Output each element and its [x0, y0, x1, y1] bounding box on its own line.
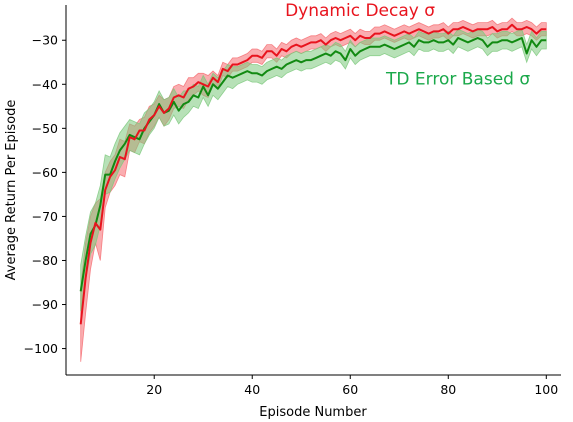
x-tick-label: 40 [244, 382, 260, 397]
annotation-1: TD Error Based σ [385, 69, 530, 89]
y-tick-label: −40 [32, 77, 58, 92]
y-tick-label: −90 [32, 297, 58, 312]
y-tick-label: −70 [32, 209, 58, 224]
x-tick-label: 20 [146, 382, 162, 397]
confidence-bands [80, 17, 547, 362]
x-tick-label: 80 [440, 382, 456, 397]
series-1-band [80, 28, 547, 312]
series-lines [79, 23, 547, 325]
x-axis-label: Episode Number [259, 405, 367, 420]
annotation-0: Dynamic Decay σ [285, 1, 435, 21]
y-tick-label: −80 [32, 253, 58, 268]
y-axis-label: Average Return Per Episode [4, 100, 19, 281]
x-tick-label: 60 [342, 382, 358, 397]
x-ticks: 20 40 60 80 100 [146, 375, 558, 397]
y-tick-label: −50 [32, 121, 58, 136]
y-tick-label: −30 [32, 33, 58, 48]
series-0-line [79, 23, 547, 325]
series-annotations: Dynamic Decay σ TD Error Based σ [285, 1, 530, 89]
x-tick-label: 100 [534, 382, 558, 397]
axes [65, 5, 561, 376]
y-tick-label: −60 [32, 165, 58, 180]
y-ticks: −100 −90 −80 −70 −60 −50 −40 −30 [24, 33, 66, 356]
y-tick-label: −100 [24, 341, 58, 356]
